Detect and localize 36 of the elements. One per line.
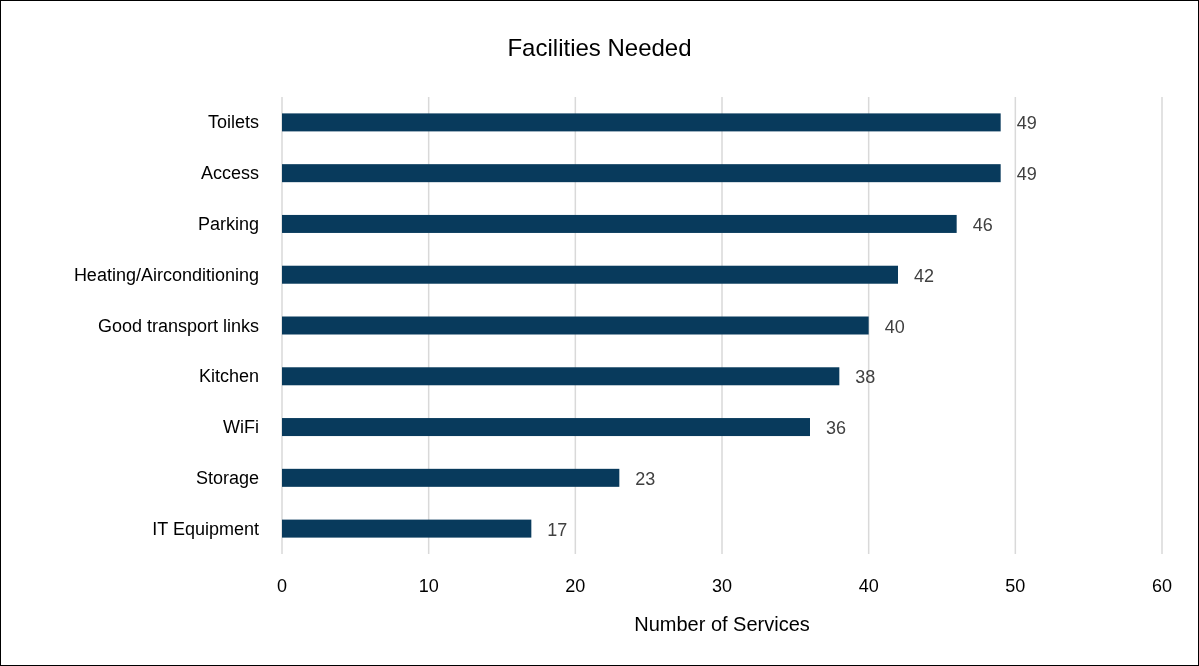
chart-title: Facilities Needed: [507, 34, 692, 61]
x-axis-title: Number of Services: [634, 613, 810, 635]
data-label: 42: [914, 265, 935, 286]
y-tick-label: Storage: [195, 467, 259, 488]
bar: [282, 164, 1001, 183]
bar: [282, 265, 898, 284]
bar: [282, 468, 620, 487]
y-tick-label: Heating/Airconditioning: [73, 264, 259, 285]
data-label: 46: [972, 214, 993, 235]
y-tick-label: Access: [200, 163, 259, 184]
data-label: 17: [547, 519, 568, 540]
x-tick-label: 20: [565, 576, 586, 596]
x-tick-label: 10: [418, 576, 439, 596]
y-tick-label: Toilets: [207, 112, 259, 133]
y-tick-label: Parking: [197, 213, 259, 234]
data-label: 36: [826, 418, 847, 439]
y-tick-label: Kitchen: [198, 366, 259, 387]
data-label: 23: [635, 468, 656, 489]
bar: [282, 367, 840, 386]
y-tick-label: Good transport links: [97, 315, 259, 336]
y-tick-label: WiFi: [223, 417, 259, 438]
x-tick-label: 60: [1151, 576, 1173, 596]
x-tick-label: 30: [711, 576, 733, 596]
x-tick-label: 0: [276, 576, 288, 596]
bar: [282, 418, 810, 437]
bar: [282, 113, 1001, 132]
bar: [282, 519, 532, 538]
x-tick-label: 50: [1005, 576, 1026, 596]
data-label: 49: [1016, 113, 1037, 134]
bar: [282, 214, 957, 233]
y-tick-label: IT Equipment: [152, 518, 259, 539]
bar: [282, 316, 869, 335]
data-label: 49: [1016, 164, 1037, 185]
data-label: 38: [855, 367, 876, 388]
x-tick-label: 40: [858, 576, 879, 596]
data-label: 40: [884, 316, 905, 337]
